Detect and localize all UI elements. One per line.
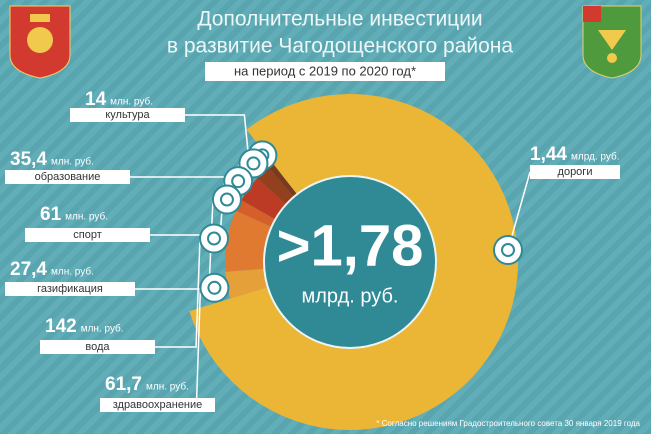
slice	[235, 200, 276, 227]
slice	[189, 94, 519, 430]
value-label: 61,7	[105, 374, 142, 395]
slice	[268, 163, 298, 197]
category-label: дороги	[558, 166, 593, 178]
value-label: 1,44	[530, 144, 567, 165]
unit-label: млн. руб.	[146, 381, 189, 393]
icon	[199, 272, 230, 303]
center-label: >1,78	[277, 213, 424, 278]
center-unit: млрд. руб.	[301, 285, 398, 307]
value-label: 142	[45, 316, 77, 337]
label-box	[40, 340, 155, 354]
category-label: вода	[85, 341, 110, 353]
connector	[185, 114, 250, 156]
category-label: газификация	[37, 283, 103, 295]
icon-glyph	[246, 156, 261, 171]
icon	[199, 223, 230, 254]
value-label: 27,4	[10, 259, 47, 280]
value-label: 35,4	[10, 149, 47, 170]
icon	[211, 184, 242, 215]
label-box	[5, 170, 130, 184]
subtitle-box	[205, 62, 445, 81]
coat-of-arms-left	[9, 5, 71, 79]
value-label: 61	[40, 204, 62, 225]
footnote: * Согласно решениям Градостроительного с…	[376, 419, 640, 428]
unit-label: млн. руб.	[65, 211, 108, 223]
icon-glyph	[207, 280, 222, 295]
icon-glyph	[219, 192, 234, 207]
slice	[241, 178, 287, 220]
icon-glyph	[207, 231, 222, 246]
category-label: здравоохранение	[113, 399, 203, 411]
unit-label: млн. руб.	[51, 266, 94, 278]
label-box	[100, 398, 215, 412]
icon-glyph	[231, 174, 246, 189]
unit-label: млрд. руб.	[571, 151, 620, 163]
label-box	[530, 165, 620, 179]
value-label: 14	[85, 89, 107, 110]
unit-label: млн. руб.	[81, 323, 124, 335]
icon	[493, 235, 523, 265]
coat-of-arms-right	[582, 5, 642, 79]
subtitle: на период с 2019 по 2020 год*	[234, 63, 416, 78]
slice	[225, 210, 272, 272]
icon-glyph	[501, 243, 515, 257]
center-circle	[263, 175, 437, 349]
label-box	[25, 228, 150, 242]
category-label: культура	[105, 109, 150, 121]
category-label: спорт	[73, 229, 102, 241]
title-line: Дополнительные инвестиции	[197, 8, 482, 31]
label-box	[70, 108, 185, 122]
connector	[130, 163, 241, 178]
unit-label: млн. руб.	[110, 96, 153, 108]
connector	[155, 238, 201, 348]
slice	[225, 268, 268, 299]
slice	[257, 167, 294, 205]
category-label: образование	[35, 171, 101, 183]
label-box	[5, 282, 135, 296]
title-line: в развитие Чагодощенского района	[167, 35, 514, 58]
unit-label: млн. руб.	[51, 156, 94, 168]
